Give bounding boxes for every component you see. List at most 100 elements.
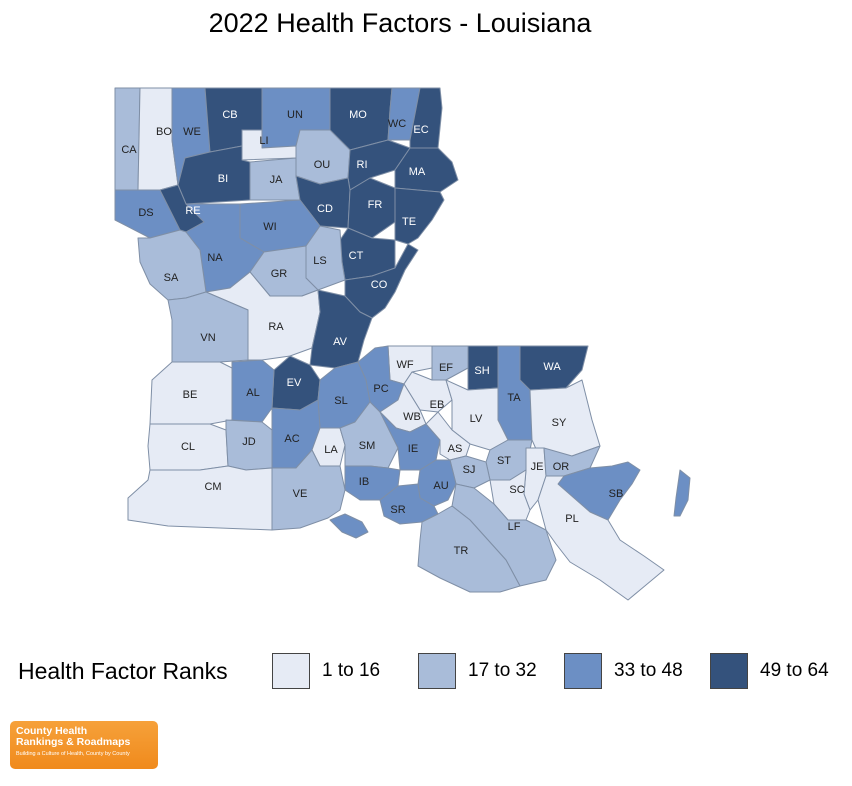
county-label-sj: SJ <box>463 464 476 476</box>
county-health-rankings-logo: County Health Rankings & Roadmaps Buildi… <box>10 721 158 769</box>
county-label-fr: FR <box>368 199 383 211</box>
county-label-cb: CB <box>222 109 237 121</box>
map-title: 2022 Health Factors - Louisiana <box>208 8 592 38</box>
legend-item-1: 1 to 16 <box>272 653 404 689</box>
county-label-vn: VN <box>200 332 215 344</box>
county-label-mo: MO <box>349 109 367 121</box>
county-cd[interactable] <box>295 175 351 229</box>
county-cm[interactable] <box>127 465 273 531</box>
county-label-eb: EB <box>430 399 445 411</box>
county-ve[interactable] <box>271 449 346 531</box>
county-ie[interactable] <box>379 411 441 471</box>
county-label-pl: PL <box>565 513 578 525</box>
county-vn[interactable] <box>167 291 249 363</box>
county-label-wb: WB <box>403 411 421 423</box>
county-label-ac: AC <box>284 433 299 445</box>
county-label-ca: CA <box>121 144 137 156</box>
county-label-ib: IB <box>359 476 369 488</box>
county-label-ls: LS <box>313 255 326 267</box>
county-label-ri: RI <box>357 159 368 171</box>
county-label-sy: SY <box>552 417 567 429</box>
legend-item-4: 49 to 64 <box>710 653 842 689</box>
county-label-ec: EC <box>413 124 428 136</box>
county-ec[interactable] <box>409 87 443 149</box>
legend-title: Health Factor Ranks <box>18 657 228 684</box>
logo-name-line1: County Health <box>16 725 88 737</box>
county-label-ef: EF <box>439 362 453 374</box>
county-label-gr: GR <box>271 268 288 280</box>
county-label-wf: WF <box>396 359 413 371</box>
county-label-la: LA <box>324 444 338 456</box>
county-label-ve: VE <box>293 488 308 500</box>
county-label-ta: TA <box>507 392 521 404</box>
county-label-co: CO <box>371 279 388 291</box>
county-label-as: AS <box>448 443 463 455</box>
county-label-ev: EV <box>287 377 302 389</box>
county-label-ct: CT <box>349 250 364 262</box>
county-label-ja: JA <box>270 174 284 186</box>
county-label-al: AL <box>246 387 259 399</box>
county-al[interactable] <box>231 359 275 423</box>
county-label-ou: OU <box>314 159 331 171</box>
county-ca[interactable] <box>114 87 141 191</box>
county-label-re: RE <box>185 205 200 217</box>
county-label-wc: WC <box>388 118 406 130</box>
county-label-ie: IE <box>408 443 418 455</box>
louisiana-map: CA BO WE CB UN MO WC EC LI OU RI MA BI J… <box>114 87 691 601</box>
county-label-ra: RA <box>268 321 284 333</box>
county-label-na: NA <box>207 252 223 264</box>
county-sb[interactable] <box>673 469 691 517</box>
county-label-lf: LF <box>508 521 521 533</box>
county-pl[interactable] <box>537 475 665 601</box>
county-label-sa: SA <box>164 272 179 284</box>
county-ib[interactable] <box>329 513 369 539</box>
county-tr[interactable] <box>417 505 521 593</box>
legend: Health Factor Ranks 1 to 16 17 to 32 33 … <box>18 652 852 690</box>
legend-item-3: 33 to 48 <box>564 653 696 689</box>
county-label-sr: SR <box>390 504 405 516</box>
county-label-be: BE <box>183 389 198 401</box>
legend-swatch-q4 <box>710 653 748 689</box>
county-label-jd: JD <box>242 436 256 448</box>
county-label-ds: DS <box>138 207 153 219</box>
county-label-sm: SM <box>359 440 376 452</box>
county-label-tr: TR <box>454 545 469 557</box>
legend-swatch-q1 <box>272 653 310 689</box>
county-label-je: JE <box>531 461 544 473</box>
county-label-cd: CD <box>317 203 333 215</box>
county-label-te: TE <box>402 216 416 228</box>
legend-label-2: 17 to 32 <box>468 660 537 681</box>
county-label-av: AV <box>333 336 348 348</box>
county-label-st: ST <box>497 455 511 467</box>
county-label-au: AU <box>433 480 448 492</box>
county-label-sb: SB <box>609 488 624 500</box>
logo-name-line2: Rankings & Roadmaps <box>16 736 131 748</box>
county-label-cl: CL <box>181 441 195 453</box>
county-label-or: OR <box>553 461 570 473</box>
legend-item-2: 17 to 32 <box>418 653 550 689</box>
county-te[interactable] <box>394 187 445 245</box>
county-label-wi: WI <box>263 221 276 233</box>
county-label-we: WE <box>183 126 201 138</box>
county-be[interactable] <box>149 361 233 425</box>
county-label-bi: BI <box>218 173 228 185</box>
county-ma[interactable] <box>394 147 459 193</box>
county-sr[interactable] <box>379 483 439 525</box>
logo-tagline: Building a Culture of Health, County by … <box>16 751 130 757</box>
county-label-ma: MA <box>409 166 426 178</box>
legend-swatch-q2 <box>418 653 456 689</box>
legend-label-4: 49 to 64 <box>760 660 829 681</box>
county-label-li: LI <box>259 135 268 147</box>
county-label-sc: SC <box>509 484 524 496</box>
county-label-sh: SH <box>474 365 489 377</box>
legend-label-1: 1 to 16 <box>322 660 381 681</box>
county-label-lv: LV <box>470 413 483 425</box>
county-label-bo: BO <box>156 126 172 138</box>
county-label-cm: CM <box>204 481 221 493</box>
legend-label-3: 33 to 48 <box>614 660 683 681</box>
legend-swatch-q3 <box>564 653 602 689</box>
county-label-wa: WA <box>543 361 561 373</box>
county-label-pc: PC <box>373 383 388 395</box>
county-label-sl: SL <box>334 395 347 407</box>
county-label-un: UN <box>287 109 303 121</box>
